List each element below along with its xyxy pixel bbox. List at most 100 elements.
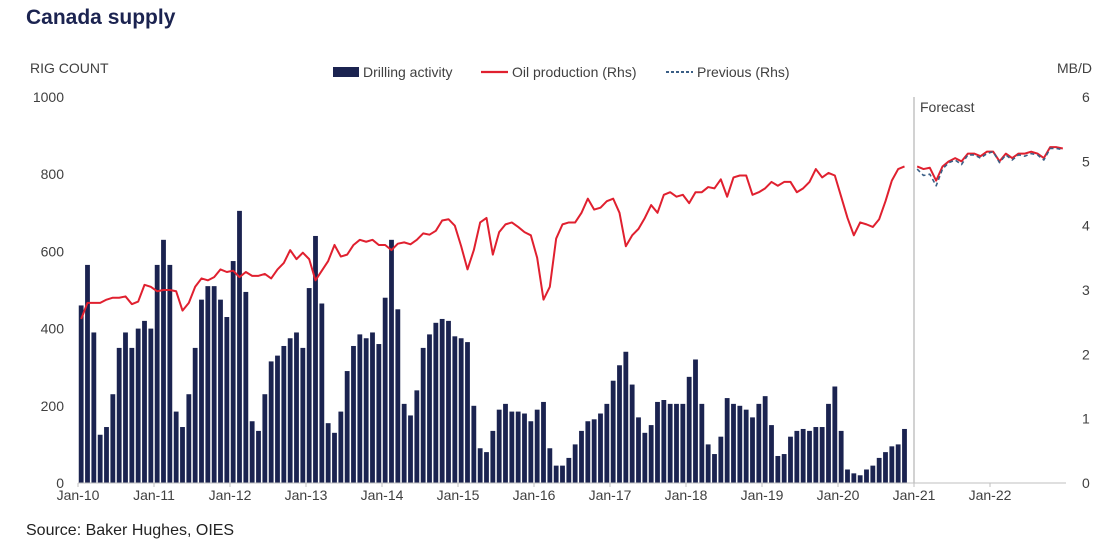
bar (199, 299, 204, 483)
bar (813, 427, 819, 483)
bar (484, 452, 489, 483)
bar (452, 336, 458, 483)
y-left-tick-label: 0 (56, 475, 64, 491)
bar (268, 361, 274, 483)
bar (750, 417, 755, 483)
bar (655, 401, 660, 483)
bar (642, 432, 648, 483)
bar (775, 455, 781, 483)
bar (192, 347, 198, 483)
bar (332, 432, 337, 483)
x-tick-label: Jan-14 (361, 487, 404, 503)
bar (503, 403, 508, 483)
axes: 0 200 400 600 800 1000 0 1 2 3 4 5 6 RIG COUNT MB/D Jan… (30, 60, 1092, 503)
bar (851, 473, 857, 483)
bar (572, 444, 578, 483)
oil-production-line (80, 165, 905, 320)
bar (313, 235, 318, 483)
previous-line (916, 147, 1063, 187)
y-right-axis-title: MB/D (1057, 60, 1092, 76)
bar (509, 411, 515, 483)
x-tick-label: Jan-11 (133, 487, 175, 503)
bar (534, 409, 540, 483)
bar (604, 403, 610, 483)
y-right-tick-label: 2 (1082, 346, 1090, 362)
bar (528, 421, 534, 483)
bar (680, 403, 686, 483)
x-tick-label: Jan-13 (285, 487, 328, 503)
bar (110, 394, 116, 483)
bar (743, 409, 749, 483)
bar (351, 345, 356, 483)
bar (699, 403, 705, 483)
bar (667, 403, 673, 483)
bar (439, 318, 445, 483)
chart-title: Canada supply (26, 6, 176, 29)
x-tick-label: Jan-20 (817, 487, 860, 503)
y-right-tick-label: 5 (1082, 153, 1090, 169)
x-tick-label: Jan-17 (589, 487, 632, 503)
bar (705, 444, 711, 483)
x-tick-label: Jan-19 (741, 487, 784, 503)
x-tick-label: Jan-16 (513, 487, 556, 503)
bar (553, 465, 559, 483)
bar (731, 403, 736, 483)
bar (788, 436, 793, 483)
bar (712, 454, 717, 483)
bar (762, 396, 768, 483)
x-tick-label: Jan-21 (893, 487, 936, 503)
bar (477, 448, 483, 483)
bar (522, 413, 527, 483)
bar (496, 409, 502, 483)
bar (116, 347, 122, 483)
legend-label-drilling-activity: Drilling activity (363, 64, 452, 80)
bar (389, 239, 394, 483)
bar (693, 359, 698, 483)
bar (161, 239, 166, 483)
forecast-marker: Forecast (913, 97, 975, 483)
bar (91, 332, 97, 483)
bar (325, 423, 331, 483)
bar (123, 332, 128, 483)
bar (319, 303, 325, 483)
x-tick-label: Jan-18 (665, 487, 708, 503)
bar (756, 403, 762, 483)
bar (338, 411, 344, 483)
y-left-tick-label: 600 (41, 243, 65, 259)
bar (895, 444, 901, 483)
bar (148, 328, 154, 483)
bar (807, 430, 812, 483)
bar (623, 351, 629, 483)
bar (838, 430, 844, 483)
bar (300, 347, 306, 483)
bar (420, 347, 426, 483)
bar (129, 347, 135, 483)
bar (465, 342, 470, 483)
bar (395, 309, 401, 483)
bar (458, 338, 464, 483)
bar (142, 320, 147, 483)
bar (724, 398, 730, 483)
bar (648, 425, 654, 483)
bar (541, 401, 546, 483)
bar (547, 448, 553, 483)
bar (78, 305, 84, 483)
bar (294, 332, 299, 483)
bar (224, 317, 230, 483)
bar (180, 427, 185, 483)
bar (230, 261, 236, 483)
bar (97, 434, 103, 483)
bar (167, 264, 173, 483)
bar (281, 345, 287, 483)
source-note: Source: Baker Hughes, OIES (26, 522, 235, 539)
x-tick-label: Jan-12 (209, 487, 252, 503)
bar (617, 365, 622, 483)
bar (585, 421, 591, 483)
bar (819, 427, 825, 483)
bar (864, 469, 869, 483)
bar (275, 355, 280, 483)
bar (205, 286, 211, 483)
bar (344, 371, 350, 483)
bar (490, 430, 496, 483)
y-left-tick-label: 200 (41, 398, 65, 414)
